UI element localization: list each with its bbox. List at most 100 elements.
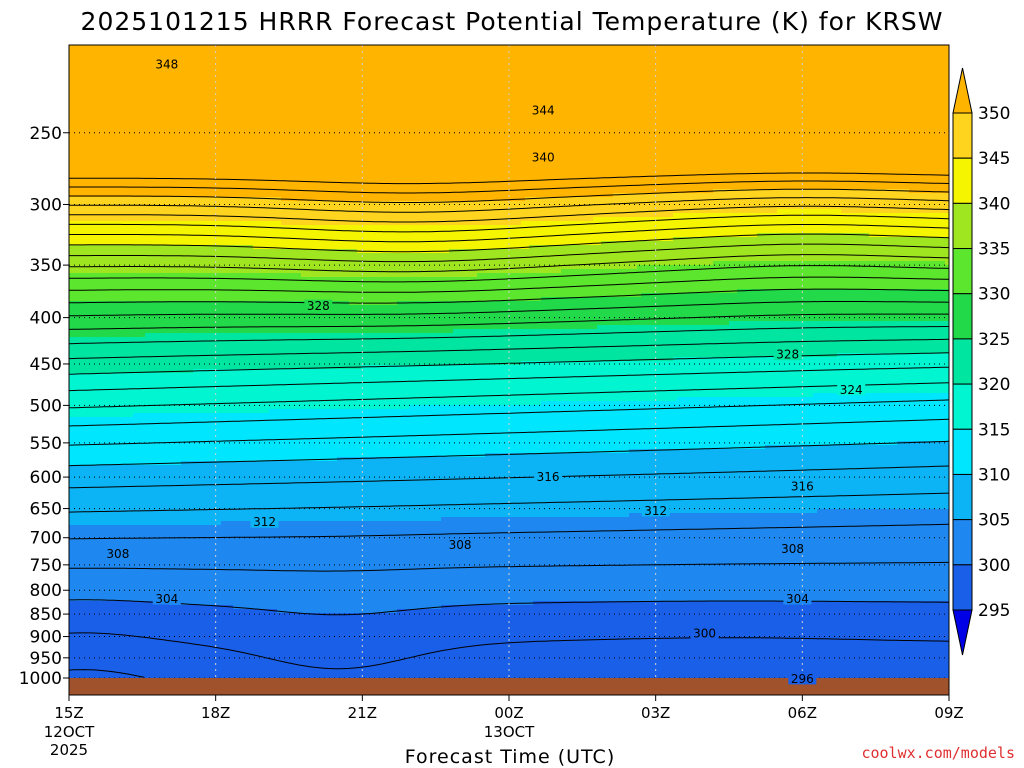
fill-cell <box>69 485 949 490</box>
contour-label: 340 <box>532 151 555 165</box>
fill-cell <box>69 117 949 122</box>
fill-cell <box>69 273 302 278</box>
colorbar-box <box>952 293 973 340</box>
fill-cell <box>897 441 949 446</box>
fill-cell <box>69 497 949 502</box>
contour-line <box>69 382 949 409</box>
x-tick-year: 2025 <box>50 741 88 759</box>
fill-cell <box>69 449 630 454</box>
fill-cell <box>69 633 949 638</box>
contour-label: 304 <box>155 592 178 606</box>
y-tick-label: 900 <box>30 628 62 648</box>
colorbar-label: 300 <box>978 556 1010 576</box>
fill-cell <box>765 445 949 450</box>
fill-cell <box>269 409 949 414</box>
fill-cell <box>69 113 949 118</box>
fill-cell <box>69 513 630 518</box>
fill-cell <box>69 437 949 442</box>
fill-cell <box>869 233 949 238</box>
fill-cell <box>69 521 222 526</box>
fill-cell <box>673 237 949 242</box>
fill-cell <box>397 301 949 306</box>
fill-cell <box>69 665 949 670</box>
fill-cell <box>69 617 949 622</box>
fill-cell <box>69 213 674 218</box>
x-tick-label: 06Z <box>788 704 817 722</box>
colorbar-box <box>952 428 973 475</box>
fill-cell <box>69 465 949 470</box>
fill-cell <box>69 549 949 554</box>
fill-cell <box>593 217 949 222</box>
x-tick-label: 18Z <box>201 704 230 722</box>
fill-cell <box>441 605 949 610</box>
colorbar-box <box>952 112 973 159</box>
fill-cell <box>677 397 949 402</box>
colorbar-bottom-arrow <box>952 609 973 656</box>
contour-label-bg <box>690 627 719 640</box>
fill-cell <box>69 101 949 106</box>
contour-label-bg <box>250 515 279 528</box>
contour-label-bg <box>783 592 812 605</box>
fill-cell <box>69 89 949 94</box>
fill-cell <box>69 177 949 182</box>
fill-cell <box>69 57 949 62</box>
contour-label-bg <box>837 383 866 396</box>
fill-cell <box>561 269 949 274</box>
fill-cell <box>69 345 949 350</box>
fill-cell <box>641 293 949 298</box>
filled-contours <box>69 45 949 678</box>
fill-cell <box>69 173 949 178</box>
colorbar-box <box>952 157 973 204</box>
fill-cell <box>69 429 949 434</box>
colorbar-label: 325 <box>978 330 1010 350</box>
contour-label-bg <box>529 151 558 164</box>
fill-cell <box>337 457 949 462</box>
contour-label-bg <box>152 592 181 605</box>
fill-cell <box>69 569 949 574</box>
x-axis-label: Forecast Time (UTC) <box>405 746 615 768</box>
fill-cell <box>69 609 278 614</box>
fill-cell <box>193 369 949 374</box>
fill-cell <box>533 601 949 606</box>
contour-label: 348 <box>155 58 178 72</box>
fill-cell <box>69 137 949 142</box>
fill-cell <box>477 273 949 278</box>
fill-cell <box>69 77 949 82</box>
fill-cell <box>233 605 442 610</box>
y-tick-label: 750 <box>30 556 62 576</box>
fill-cell <box>69 161 949 166</box>
fill-cell <box>841 209 949 214</box>
fill-cell <box>69 525 949 530</box>
colorbar-box <box>952 519 973 566</box>
contour-labels: 348 344 340 328 328 324 316 316 312 312 308 308 308 3… <box>103 58 866 686</box>
fill-cell <box>541 401 949 406</box>
fill-cell <box>69 193 614 198</box>
fill-cell <box>69 81 949 86</box>
contour-line <box>69 632 949 670</box>
fill-cell <box>453 329 949 334</box>
fill-cell <box>69 297 542 302</box>
fill-cell <box>673 357 949 362</box>
contour-label: 296 <box>791 672 814 686</box>
colorbar-box <box>952 338 973 385</box>
contour-line <box>69 233 949 253</box>
fill-cell <box>69 413 134 418</box>
fill-cell <box>69 249 358 254</box>
fill-cell <box>777 209 842 214</box>
colorbar-label: 320 <box>978 375 1010 395</box>
fill-cell <box>69 393 814 398</box>
y-tick-label: 600 <box>30 468 62 488</box>
fill-cell <box>69 645 949 650</box>
fill-cell <box>69 153 949 158</box>
fill-cell <box>69 245 254 250</box>
contour-line <box>69 288 949 304</box>
chart-title: 2025101215 HRRR Forecast Potential Tempe… <box>81 7 944 36</box>
fill-cell <box>69 453 486 458</box>
fill-cell <box>221 521 949 526</box>
fill-cell <box>69 605 234 610</box>
fill-cell <box>69 361 522 366</box>
contour-label-bg <box>103 547 132 560</box>
fill-cell <box>529 245 949 250</box>
fill-cell <box>69 389 949 394</box>
fill-cell <box>181 461 949 466</box>
